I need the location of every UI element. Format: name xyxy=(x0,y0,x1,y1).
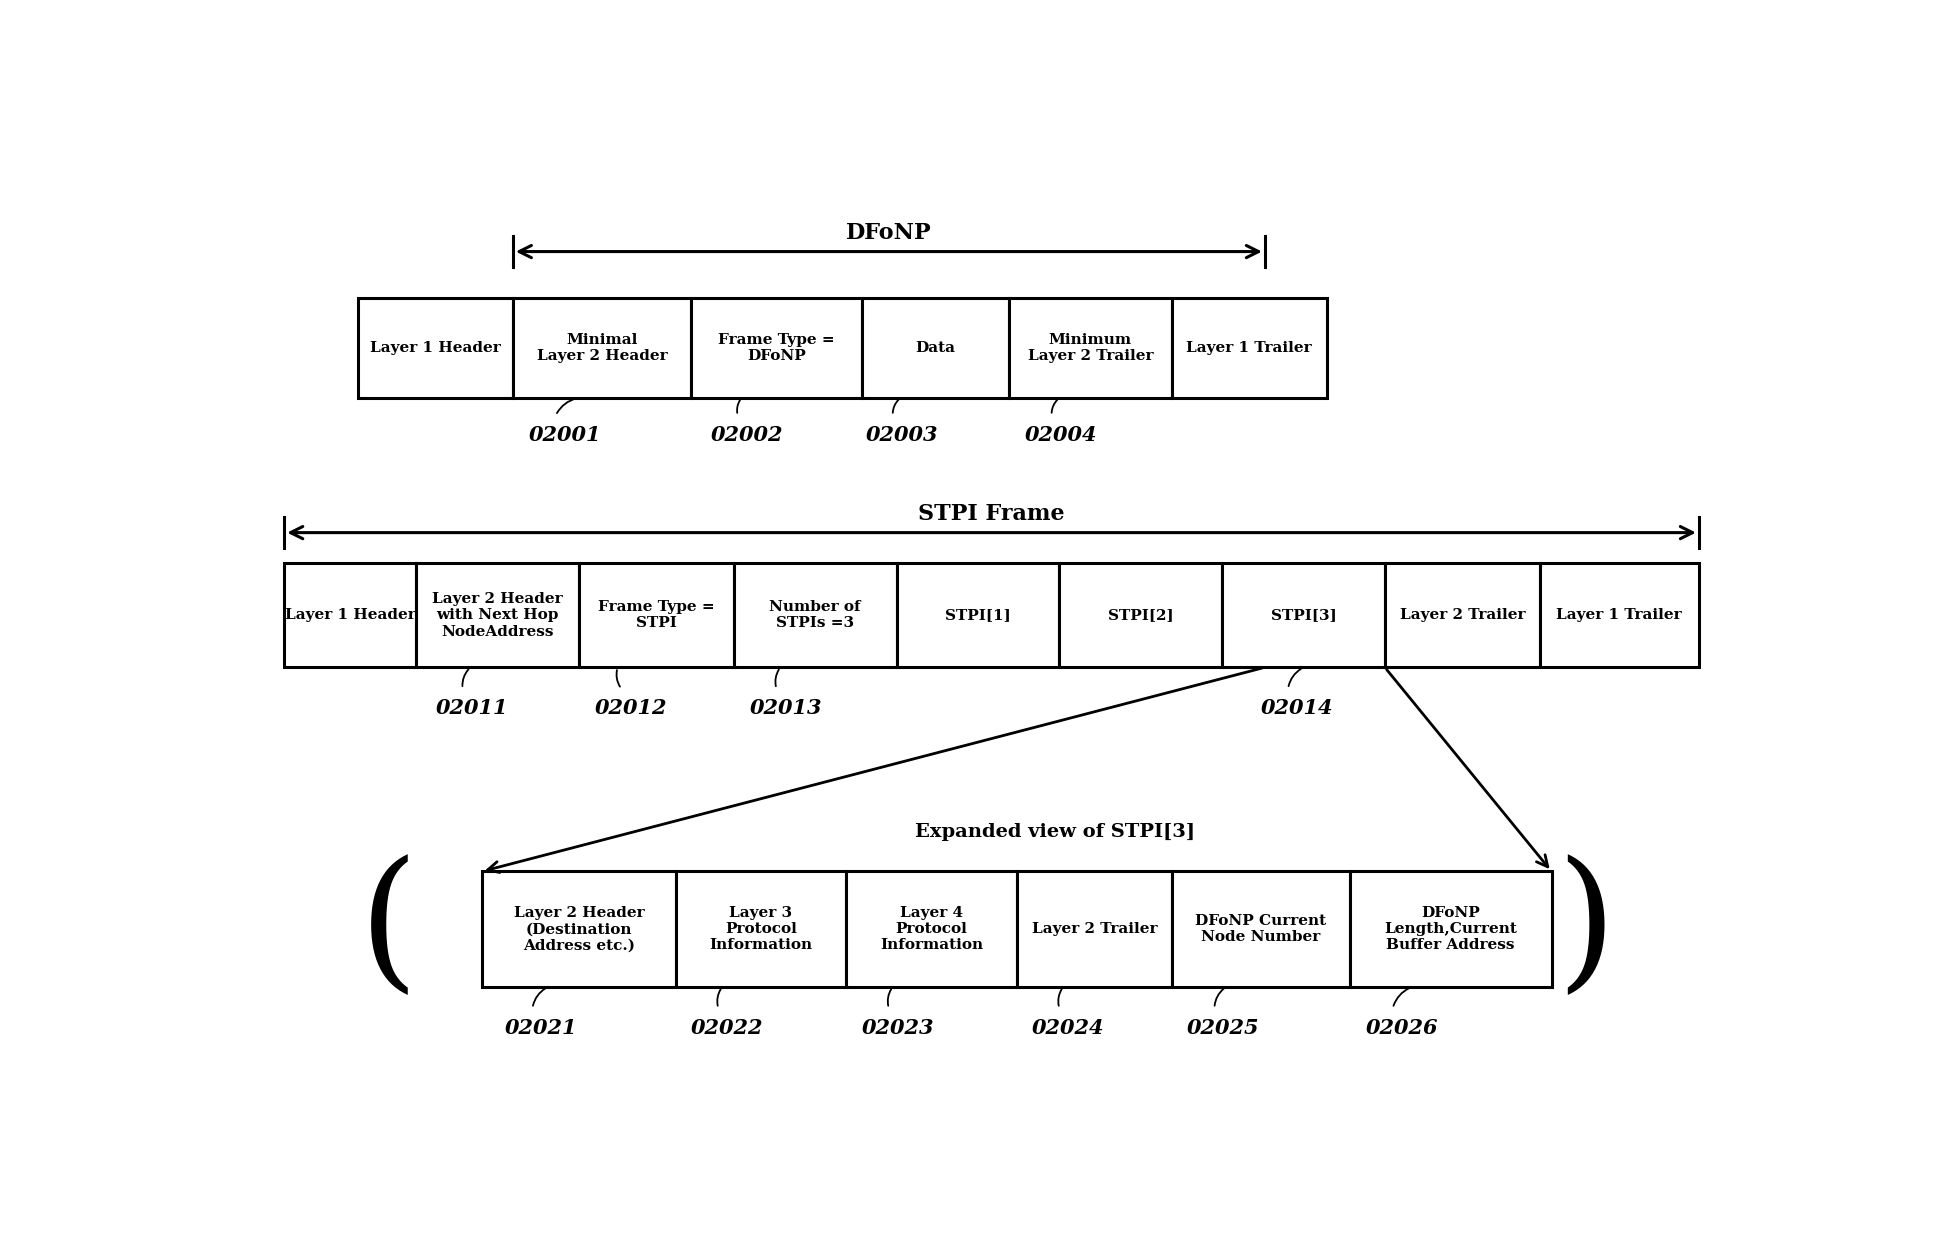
Text: 02014: 02014 xyxy=(1261,699,1333,718)
Text: 02013: 02013 xyxy=(748,699,822,718)
Text: STPI Frame: STPI Frame xyxy=(919,503,1066,525)
Bar xyxy=(690,298,863,398)
Text: Layer 4
Protocol
Information: Layer 4 Protocol Information xyxy=(880,906,982,952)
Bar xyxy=(1010,298,1172,398)
Bar xyxy=(358,298,513,398)
Text: 02001: 02001 xyxy=(528,425,601,445)
Text: 02002: 02002 xyxy=(710,425,783,445)
Bar xyxy=(482,871,675,987)
Text: Layer 1 Header: Layer 1 Header xyxy=(369,341,501,354)
Bar xyxy=(675,871,847,987)
Text: Layer 2 Header
(Destination
Address etc.): Layer 2 Header (Destination Address etc.… xyxy=(514,906,644,952)
Text: 02026: 02026 xyxy=(1365,1018,1439,1038)
Text: (: ( xyxy=(360,855,420,1003)
Text: DFoNP Current
Node Number: DFoNP Current Node Number xyxy=(1195,914,1327,945)
Text: STPI[3]: STPI[3] xyxy=(1271,608,1336,623)
Text: Layer 3
Protocol
Information: Layer 3 Protocol Information xyxy=(710,906,812,952)
Text: Expanded view of STPI[3]: Expanded view of STPI[3] xyxy=(915,823,1195,840)
Text: 02011: 02011 xyxy=(435,699,509,718)
Text: 02012: 02012 xyxy=(594,699,667,718)
Bar xyxy=(1222,563,1385,667)
Text: STPI[2]: STPI[2] xyxy=(1108,608,1174,623)
Text: Frame Type =
STPI: Frame Type = STPI xyxy=(598,600,716,630)
Text: Minimum
Layer 2 Trailer: Minimum Layer 2 Trailer xyxy=(1027,333,1153,363)
Text: 02004: 02004 xyxy=(1025,425,1097,445)
Text: 02022: 02022 xyxy=(690,1018,764,1038)
Text: STPI[1]: STPI[1] xyxy=(946,608,1011,623)
Text: ): ) xyxy=(1557,855,1617,1003)
Text: DFoNP: DFoNP xyxy=(845,221,932,244)
Bar xyxy=(578,563,733,667)
Bar xyxy=(1017,871,1172,987)
Text: Layer 1 Header: Layer 1 Header xyxy=(284,608,416,623)
Text: Layer 2 Trailer: Layer 2 Trailer xyxy=(1400,608,1526,623)
Text: DFoNP
Length,Current
Buffer Address: DFoNP Length,Current Buffer Address xyxy=(1385,906,1516,952)
Bar xyxy=(416,563,578,667)
Bar xyxy=(1385,563,1539,667)
Text: Frame Type =
DFoNP: Frame Type = DFoNP xyxy=(718,333,835,363)
Bar xyxy=(1172,871,1350,987)
Text: Layer 2 Header
with Next Hop
NodeAddress: Layer 2 Header with Next Hop NodeAddress xyxy=(431,592,563,639)
Bar xyxy=(284,563,416,667)
Text: 02023: 02023 xyxy=(863,1018,934,1038)
Bar xyxy=(1350,871,1551,987)
Text: Layer 1 Trailer: Layer 1 Trailer xyxy=(1557,608,1683,623)
Bar xyxy=(513,298,690,398)
Bar xyxy=(1060,563,1222,667)
Text: Layer 1 Trailer: Layer 1 Trailer xyxy=(1186,341,1311,354)
Text: 02021: 02021 xyxy=(505,1018,578,1038)
Text: Data: Data xyxy=(915,341,955,354)
Bar xyxy=(733,563,897,667)
Text: 02024: 02024 xyxy=(1033,1018,1104,1038)
Text: Number of
STPIs =3: Number of STPIs =3 xyxy=(770,600,861,630)
Bar xyxy=(1172,298,1327,398)
Bar xyxy=(1539,563,1698,667)
Bar xyxy=(863,298,1010,398)
Bar xyxy=(847,871,1017,987)
Text: Minimal
Layer 2 Header: Minimal Layer 2 Header xyxy=(538,333,667,363)
Text: 02003: 02003 xyxy=(866,425,938,445)
Text: Layer 2 Trailer: Layer 2 Trailer xyxy=(1031,922,1157,936)
Bar xyxy=(897,563,1060,667)
Text: 02025: 02025 xyxy=(1187,1018,1259,1038)
